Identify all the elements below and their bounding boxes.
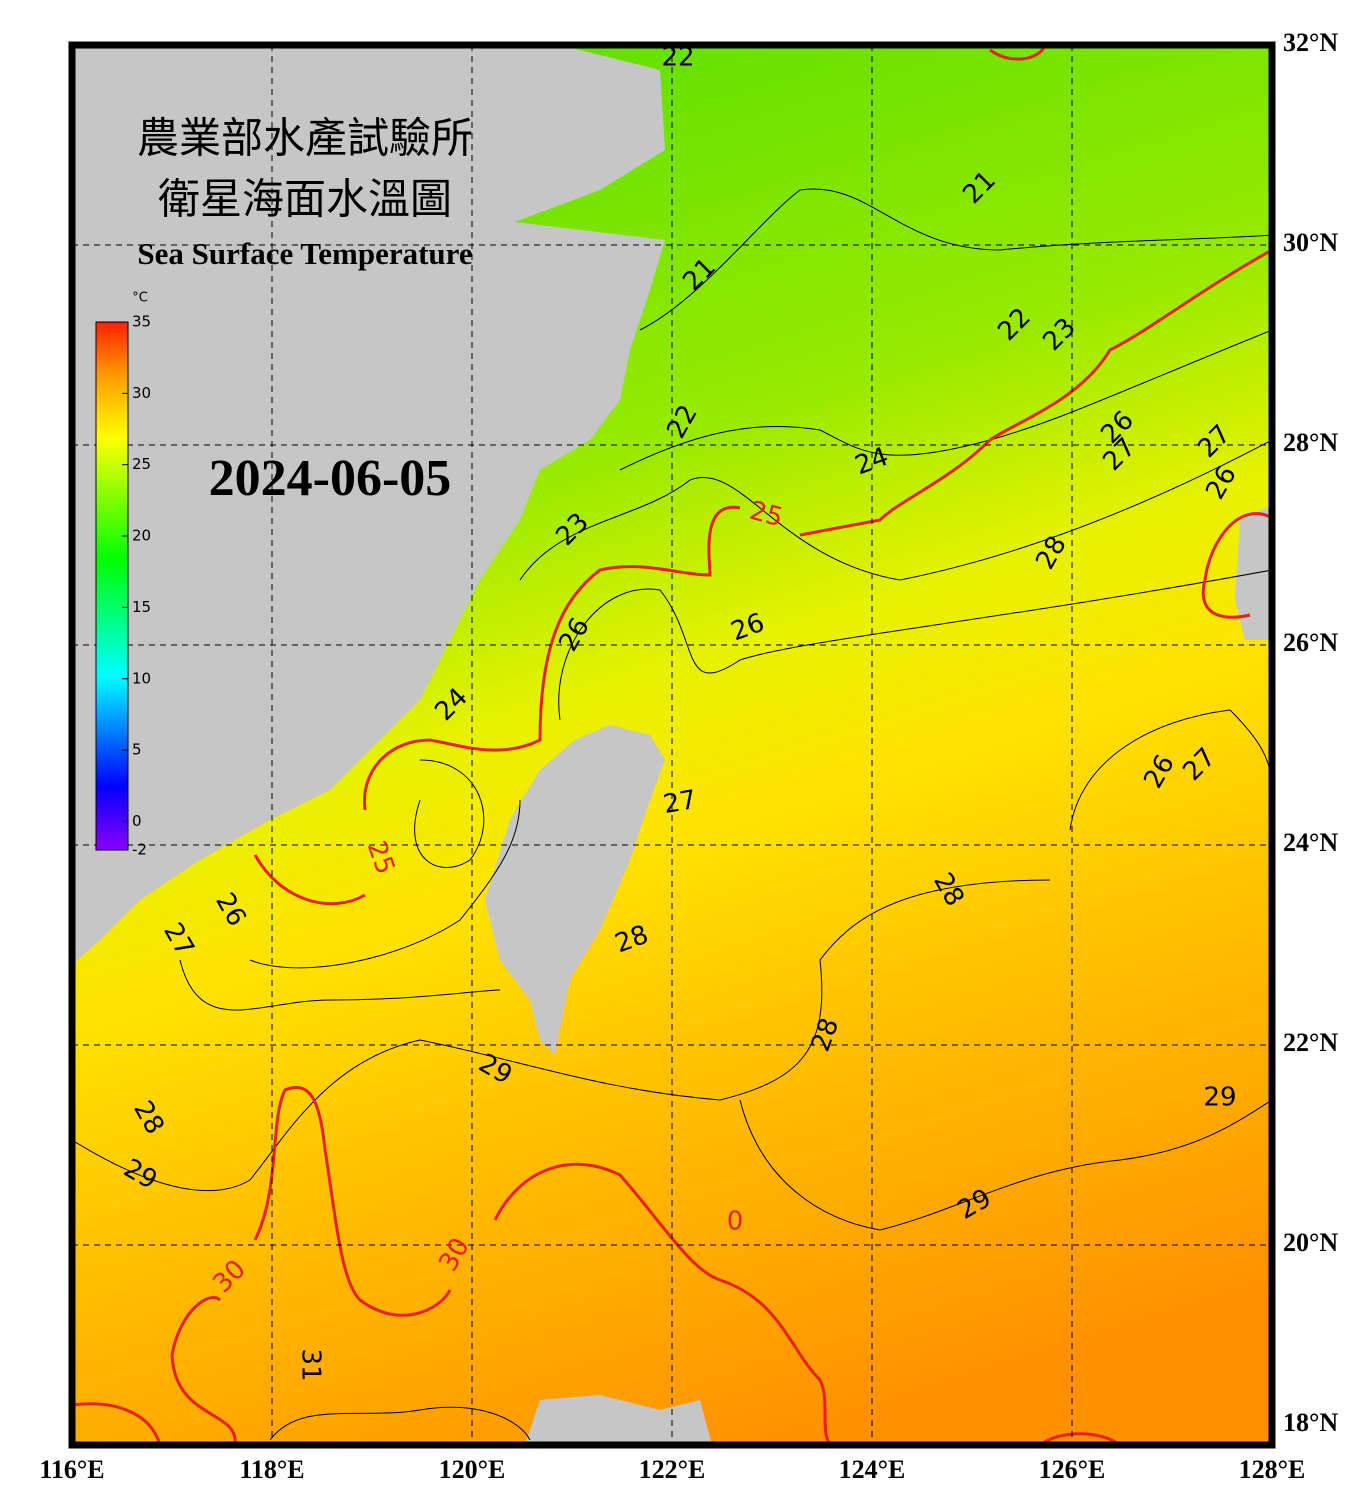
- x-tick-label: 118°E: [239, 1455, 304, 1484]
- contour-label: 0: [727, 1207, 744, 1237]
- colorbar-tick-label: 15: [132, 598, 151, 616]
- y-tick-label: 20°N: [1283, 1228, 1338, 1257]
- title-en: Sea Surface Temperature: [137, 236, 472, 271]
- x-tick-label: 122°E: [639, 1455, 706, 1484]
- y-tick-label: 30°N: [1283, 228, 1338, 257]
- x-tick-label: 120°E: [439, 1455, 506, 1484]
- y-tick-label: 32°N: [1283, 28, 1338, 57]
- title-zh-2: 衛星海面水溫圖: [158, 178, 452, 224]
- y-tick-label: 22°N: [1283, 1028, 1338, 1057]
- contour-label: 31: [296, 1348, 326, 1381]
- china-coast: [72, 45, 665, 965]
- colorbar-tick-label: 35: [132, 313, 151, 331]
- colorbar-tick-label: 30: [132, 384, 151, 402]
- title-zh-1: 農業部水產試驗所: [137, 116, 473, 163]
- ryukyu-land: [1235, 505, 1272, 640]
- map-frame: [68, 41, 1276, 1449]
- colorbar-unit: °C: [132, 291, 148, 306]
- colorbar-tick-label: 20: [132, 527, 151, 545]
- x-tick-label: 116°E: [39, 1455, 104, 1484]
- contour-label: 29: [1203, 1083, 1236, 1113]
- date: 2024-06-05: [209, 450, 452, 507]
- colorbar-tick-label: 25: [132, 455, 151, 473]
- colorbar-tick-label: 5: [132, 741, 142, 759]
- x-tick-label: 126°E: [1039, 1455, 1106, 1484]
- taiwan: [485, 725, 665, 1055]
- y-tick-label: 28°N: [1283, 428, 1338, 457]
- y-tick-label: 24°N: [1283, 828, 1338, 857]
- x-tick-label: 128°E: [1239, 1455, 1306, 1484]
- isotherms: [72, 45, 1272, 1445]
- southern-land: [525, 1395, 712, 1445]
- colorbar-tick-label: -2: [132, 841, 147, 859]
- colorbar-ticks: 35 30 25 20 15 10 5 0 -2: [122, 313, 151, 859]
- colorbar-tick-label: 10: [132, 669, 151, 687]
- y-tick-label: 18°N: [1283, 1408, 1338, 1437]
- colorbar-tick-label: 0: [132, 812, 142, 830]
- colorbar: [95, 321, 129, 851]
- y-tick-label: 26°N: [1283, 628, 1338, 657]
- contour-label: 27: [661, 785, 699, 820]
- x-tick-label: 124°E: [839, 1455, 906, 1484]
